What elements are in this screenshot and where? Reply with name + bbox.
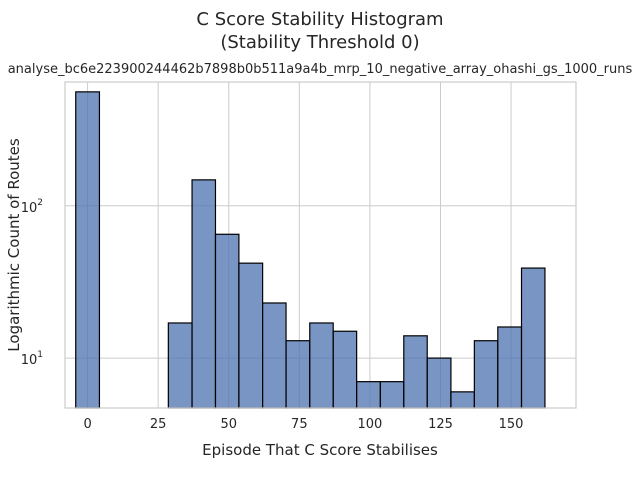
histogram-bar [451,392,474,408]
histogram-bar [380,382,403,408]
y-tick-label: 102 [21,198,43,216]
histogram-bar [263,303,286,408]
chart-subtitle: analyse_bc6e223900244462b7898b0b511a9a4b… [8,62,633,77]
x-tick-label: 25 [150,417,167,432]
histogram-bar [522,268,545,408]
histogram-bar [215,234,238,408]
histogram-bar [168,323,192,408]
chart-title-line-1: C Score Stability Histogram [196,9,443,30]
histogram-bar [192,180,215,408]
histogram-bar [404,336,427,408]
y-axis-label: Logarithmic Count of Routes [5,138,23,352]
x-axis-label: Episode That C Score Stabilises [202,441,438,459]
chart-title-line-2: (Stability Threshold 0) [220,32,419,53]
x-tick-labels: 0 25 50 75 100 125 150 [83,417,523,432]
histogram-bar [310,323,333,408]
histogram-bar [286,341,310,408]
x-tick-label: 50 [220,417,237,432]
histogram-bar [427,358,451,408]
y-tick-label: 101 [21,350,43,368]
y-tick-labels: 101 102 [21,198,43,368]
x-tick-label: 150 [499,417,524,432]
histogram-bar [474,341,497,408]
histogram-bars [76,92,545,408]
histogram-bar [498,327,522,408]
histogram-bar [76,92,100,408]
x-tick-label: 75 [291,417,308,432]
x-tick-label: 125 [428,417,453,432]
histogram-bar [239,263,263,408]
x-tick-label: 0 [83,417,91,432]
histogram-bar [333,331,356,408]
x-tick-label: 100 [357,417,382,432]
histogram-bar [357,382,381,408]
